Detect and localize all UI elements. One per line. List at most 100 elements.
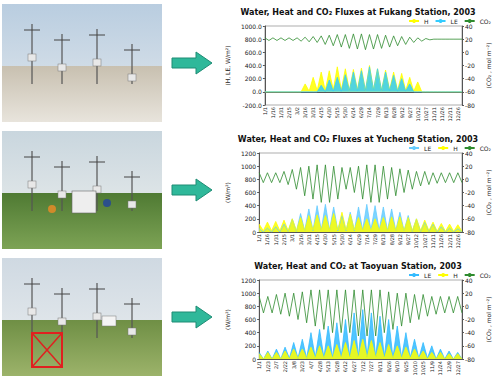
svg-text:(CO₂ , mol m⁻²): (CO₂ , mol m⁻²) [485, 42, 492, 88]
svg-text:20: 20 [465, 290, 473, 297]
svg-text:600: 600 [245, 189, 257, 196]
svg-text:1000: 1000 [241, 163, 256, 170]
svg-text:1/1: 1/1 [256, 234, 262, 242]
svg-text:10/12: 10/12 [413, 234, 419, 248]
svg-text:400: 400 [245, 329, 257, 336]
svg-text:2/15: 2/15 [281, 234, 287, 245]
svg-text:5/15: 5/15 [331, 234, 337, 245]
svg-text:1000.0: 1000.0 [241, 23, 262, 30]
svg-text:40: 40 [465, 23, 473, 30]
svg-text:1000: 1000 [241, 290, 256, 297]
svg-text:5/30: 5/30 [342, 107, 348, 118]
svg-text:3/16: 3/16 [298, 234, 304, 245]
svg-text:-60: -60 [465, 215, 475, 222]
svg-text:8/28: 8/28 [389, 234, 395, 245]
svg-text:200: 200 [245, 342, 257, 349]
svg-text:1/16: 1/16 [270, 107, 276, 118]
svg-text:9/27: 9/27 [407, 107, 413, 118]
svg-text:(H, LE, W/m²): (H, LE, W/m²) [224, 45, 231, 85]
svg-text:7/14: 7/14 [366, 107, 372, 118]
svg-text:1/31: 1/31 [273, 234, 279, 245]
svg-text:0.0: 0.0 [252, 88, 262, 95]
svg-text:800: 800 [245, 303, 257, 310]
svg-text:7/14: 7/14 [364, 234, 370, 245]
svg-text:5/28: 5/28 [334, 361, 340, 372]
svg-text:6/29: 6/29 [358, 107, 364, 118]
svg-text:6/29: 6/29 [356, 234, 362, 245]
svg-text:600.0: 600.0 [245, 49, 262, 56]
svg-text:9/12: 9/12 [399, 107, 405, 118]
svg-text:8/28: 8/28 [391, 107, 397, 118]
svg-text:8/13: 8/13 [380, 234, 386, 245]
svg-text:CO₂: CO₂ [480, 272, 492, 279]
svg-text:-80: -80 [465, 356, 475, 363]
svg-text:800: 800 [245, 176, 257, 183]
svg-text:11/11: 11/11 [430, 234, 436, 248]
svg-text:-200.0: -200.0 [243, 102, 263, 109]
svg-text:4/15: 4/15 [314, 234, 320, 245]
svg-text:12/11: 12/11 [447, 107, 453, 121]
svg-text:8/13: 8/13 [383, 107, 389, 118]
svg-text:200.0: 200.0 [245, 75, 262, 82]
svg-text:Water, Heat and CO₂ Fluxes at: Water, Heat and CO₂ Fluxes at Fukang Sta… [240, 8, 475, 17]
svg-text:4/7: 4/7 [308, 361, 314, 369]
svg-text:1200: 1200 [241, 150, 256, 157]
svg-text:10/10: 10/10 [412, 361, 418, 375]
svg-text:H: H [424, 18, 429, 25]
svg-text:1/1: 1/1 [256, 361, 262, 369]
svg-text:11/9: 11/9 [429, 361, 435, 372]
svg-text:CO₂: CO₂ [480, 145, 492, 152]
svg-text:400.0: 400.0 [245, 62, 262, 69]
svg-text:800.0: 800.0 [245, 36, 262, 43]
svg-text:-20: -20 [465, 62, 475, 69]
svg-text:H: H [453, 145, 458, 152]
svg-text:Water, Heat and CO₂ at Taoyuan: Water, Heat and CO₂ at Taoyuan Station, … [254, 262, 461, 271]
svg-text:6/12: 6/12 [342, 361, 348, 372]
svg-text:600: 600 [245, 316, 257, 323]
svg-text:400: 400 [245, 202, 257, 209]
svg-text:12/26: 12/26 [455, 234, 461, 248]
svg-text:4/15: 4/15 [318, 107, 324, 118]
svg-text:1/31: 1/31 [278, 107, 284, 118]
svg-text:LE: LE [424, 145, 431, 152]
svg-text:3/8: 3/8 [291, 361, 297, 369]
svg-text:-60: -60 [465, 342, 475, 349]
svg-text:0: 0 [465, 49, 469, 56]
svg-text:3/2: 3/2 [294, 107, 300, 115]
svg-text:1/16: 1/16 [264, 234, 270, 245]
svg-text:-80: -80 [465, 102, 475, 109]
svg-text:20: 20 [465, 163, 473, 170]
svg-text:11/11: 11/11 [431, 107, 437, 121]
svg-text:12/9: 12/9 [446, 361, 452, 372]
svg-text:5/30: 5/30 [339, 234, 345, 245]
svg-text:-20: -20 [465, 316, 475, 323]
svg-text:9/10: 9/10 [394, 361, 400, 372]
svg-text:5/15: 5/15 [334, 107, 340, 118]
svg-text:(CO₂ , mol m⁻²): (CO₂ , mol m⁻²) [485, 169, 492, 215]
svg-text:8/26: 8/26 [386, 361, 392, 372]
svg-text:1/23: 1/23 [265, 361, 271, 372]
svg-text:-40: -40 [465, 75, 475, 82]
svg-text:2/7: 2/7 [273, 361, 279, 369]
svg-text:(CO₂ , mol m⁻²): (CO₂ , mol m⁻²) [485, 296, 492, 342]
svg-text:0: 0 [465, 303, 469, 310]
svg-text:11/24: 11/24 [437, 361, 443, 375]
svg-text:3/31: 3/31 [306, 234, 312, 245]
svg-text:9/27: 9/27 [405, 234, 411, 245]
svg-text:12/27: 12/27 [455, 361, 461, 375]
svg-text:200: 200 [245, 215, 257, 222]
svg-text:-40: -40 [465, 329, 475, 336]
svg-text:7/29: 7/29 [375, 107, 381, 118]
svg-text:Water, Heat and CO₂ Fluxes at: Water, Heat and CO₂ Fluxes at Yucheng St… [238, 135, 478, 144]
svg-text:4/30: 4/30 [326, 107, 332, 118]
svg-text:40: 40 [465, 277, 473, 284]
svg-text:11/26: 11/26 [439, 107, 445, 121]
svg-text:12/26: 12/26 [455, 107, 461, 121]
svg-text:7/12: 7/12 [360, 361, 366, 372]
svg-text:6/27: 6/27 [351, 361, 357, 372]
svg-text:(W/m²): (W/m²) [224, 182, 231, 203]
svg-text:(W/m²): (W/m²) [224, 309, 231, 330]
svg-text:LE: LE [424, 272, 431, 279]
svg-text:20: 20 [465, 36, 473, 43]
svg-text:4/30: 4/30 [322, 234, 328, 245]
